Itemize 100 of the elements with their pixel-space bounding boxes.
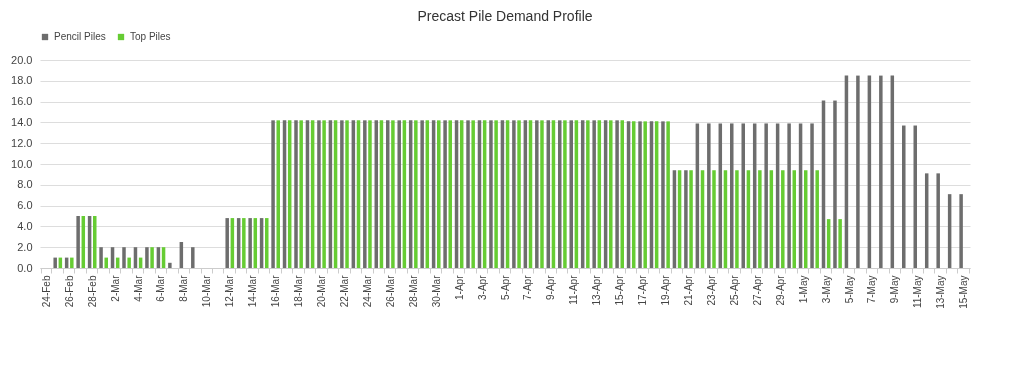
bar	[299, 120, 303, 268]
bar	[466, 120, 470, 268]
x-tick-label: 5-Apr	[499, 274, 511, 300]
bar	[609, 120, 613, 268]
x-tick-label: 28-Mar	[407, 274, 419, 308]
bar	[471, 120, 475, 268]
y-tick-label: 18.0	[11, 74, 33, 87]
bar	[540, 120, 544, 268]
bar	[712, 170, 716, 268]
x-tick-label: 28-Feb	[86, 275, 98, 308]
bar	[735, 170, 739, 268]
x-tick-label: 27-Apr	[751, 274, 763, 306]
x-tick-label: 18-Mar	[293, 274, 305, 308]
bar	[689, 170, 693, 268]
x-tick-label: 1-Apr	[453, 274, 465, 300]
bar	[53, 257, 57, 268]
x-tick-label: 10-Mar	[201, 274, 213, 308]
x-tick-label: 4-Mar	[132, 274, 144, 302]
bar	[666, 121, 670, 268]
x-tick-label: 22-Mar	[338, 274, 350, 308]
bar	[191, 247, 195, 268]
bar	[902, 125, 906, 268]
bar	[661, 121, 665, 268]
x-tick-label: 19-Apr	[660, 274, 672, 306]
x-tick-label: 12-Mar	[224, 274, 236, 308]
x-tick-label: 13-May	[935, 275, 947, 309]
bar	[448, 120, 452, 268]
bar	[248, 218, 252, 268]
bar	[787, 123, 791, 268]
bar	[592, 120, 596, 268]
chart-title: Precast Pile Demand Profile	[417, 8, 593, 24]
bar	[122, 247, 126, 268]
x-tick-label: 8-Mar	[178, 274, 190, 302]
bar	[93, 216, 97, 268]
bar	[586, 120, 590, 268]
bar	[758, 170, 762, 268]
x-tick-label: 20-Mar	[316, 274, 328, 308]
bar	[242, 218, 246, 268]
y-tick-label: 4.0	[17, 219, 33, 232]
bar	[443, 120, 447, 268]
bar	[879, 75, 883, 268]
bar	[368, 120, 372, 268]
bar	[856, 75, 860, 268]
x-tick-label: 15-Apr	[614, 274, 626, 306]
x-tick-label: 11-May	[912, 275, 924, 309]
x-tick-label: 7-May	[866, 275, 878, 304]
y-tick-label: 0.0	[17, 261, 33, 274]
bar	[168, 262, 172, 268]
bar	[271, 120, 275, 268]
bar	[317, 120, 321, 268]
x-tick-label: 17-Apr	[637, 274, 649, 306]
x-tick-label: 25-Apr	[728, 274, 740, 306]
x-tick-label: 11-Apr	[568, 274, 580, 305]
bar	[563, 120, 567, 268]
bar	[437, 120, 441, 268]
bar	[707, 123, 711, 268]
x-tick-label: 14-Mar	[247, 274, 259, 308]
x-tick-label: 5-May	[843, 275, 855, 304]
bar	[810, 123, 814, 268]
y-tick-label: 12.0	[11, 136, 33, 149]
bar	[294, 120, 298, 268]
bar	[569, 120, 573, 268]
bar	[70, 257, 74, 268]
x-tick-label: 24-Mar	[361, 274, 373, 308]
x-tick-label: 9-Apr	[545, 274, 557, 300]
x-tick-label: 15-May	[958, 275, 970, 309]
legend-label: Top Piles	[130, 31, 171, 42]
bar	[730, 123, 734, 268]
y-tick-label: 2.0	[17, 240, 33, 253]
bar	[517, 120, 521, 268]
bar	[494, 120, 498, 268]
x-tick-label: 3-Apr	[476, 274, 488, 300]
bar	[76, 216, 80, 268]
bar	[363, 120, 367, 268]
bar	[322, 120, 326, 268]
x-tick-label: 26-Feb	[63, 275, 75, 308]
bar	[684, 170, 688, 268]
x-tick-label: 6-Mar	[155, 274, 167, 302]
bar	[391, 120, 395, 268]
bar	[764, 123, 768, 268]
x-tick-label: 24-Feb	[40, 275, 52, 308]
y-tick-label: 8.0	[17, 178, 33, 191]
bar	[104, 257, 108, 268]
bar	[99, 247, 103, 268]
x-tick-label: 1-May	[797, 275, 809, 304]
bar	[414, 120, 418, 268]
legend-label: Pencil Piles	[54, 31, 106, 42]
x-tick-label: 30-Mar	[430, 274, 442, 308]
x-tick-label: 2-Mar	[109, 274, 121, 302]
x-tick-label: 21-Apr	[682, 274, 694, 306]
bar	[643, 121, 647, 268]
bar	[265, 218, 269, 268]
bar	[150, 247, 154, 268]
bar	[936, 173, 940, 268]
bar	[535, 120, 539, 268]
x-tick-label: 23-Apr	[705, 274, 717, 306]
bar	[276, 120, 280, 268]
y-tick-label: 16.0	[11, 95, 33, 108]
bar	[397, 120, 401, 268]
bar	[638, 121, 642, 268]
